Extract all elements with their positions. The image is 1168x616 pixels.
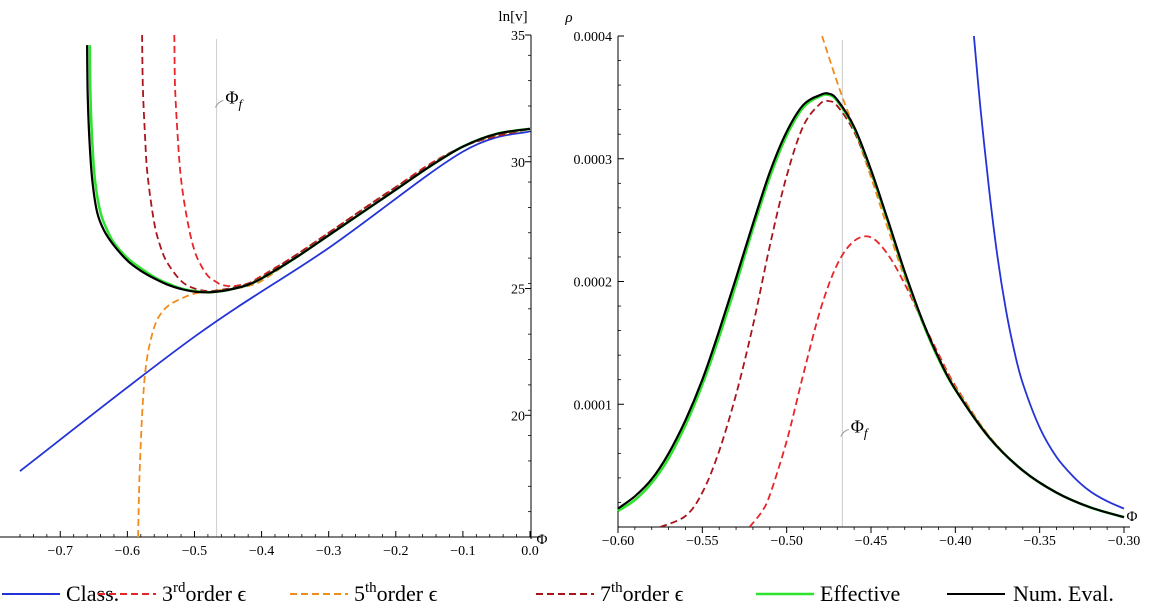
legend-item-7th-order: 7thorder ϵ xyxy=(536,580,684,606)
x-tick-label: −0.30 xyxy=(1108,534,1140,549)
y-tick-label: 0.0003 xyxy=(574,153,613,168)
annotation-leader xyxy=(840,428,849,437)
x-tick-label: 0.0 xyxy=(521,544,539,559)
series-line-class xyxy=(973,36,1125,510)
series-line-num-eval xyxy=(86,45,531,294)
x-tick-label: −0.3 xyxy=(316,544,341,559)
x-tick-label: −0.50 xyxy=(770,534,802,549)
legend-label: 3rdorder ϵ xyxy=(162,580,246,606)
x-tick-label: −0.7 xyxy=(48,544,73,559)
y-axis-label: ln[v] xyxy=(498,9,527,25)
legend-item-5th-order: 5thorder ϵ xyxy=(290,580,438,606)
series-line-num-eval xyxy=(617,92,1125,519)
x-tick-label: −0.55 xyxy=(686,534,718,549)
x-tick-label: −0.4 xyxy=(249,544,274,559)
series-line-7th-order xyxy=(659,99,1125,527)
phi-f-annotation: Φf xyxy=(225,87,244,111)
series-line-class xyxy=(19,130,531,472)
x-tick-label: −0.1 xyxy=(450,544,475,559)
y-tick-label: 0.0004 xyxy=(574,30,613,45)
series-line-3rd-order xyxy=(173,35,531,288)
y-tick-label: 0.0002 xyxy=(574,276,613,291)
y-tick-label: 35 xyxy=(511,29,525,44)
legend-label: Effective xyxy=(820,581,900,606)
x-tick-label: −0.60 xyxy=(602,534,634,549)
legend-label: Num. Eval. xyxy=(1013,581,1114,606)
series-line-7th-order xyxy=(141,35,531,293)
legend-label: 7thorder ϵ xyxy=(600,580,684,606)
series-line-5th-order xyxy=(137,127,531,537)
x-tick-label: −0.2 xyxy=(383,544,408,559)
series-line-5th-order xyxy=(821,36,1125,519)
y-tick-label: 30 xyxy=(511,156,525,171)
legend-label: 5thorder ϵ xyxy=(354,580,438,606)
y-tick-label: 25 xyxy=(511,283,525,298)
legend-item-num-eval: Num. Eval. xyxy=(947,581,1114,606)
left-chart-panel: −0.7 −0.6 −0.5 −0.4 −0.3 −0.2 −0.1 0.0 20 25 30 35 l… xyxy=(0,9,548,559)
legend-item-3rd-order: 3rdorder ϵ xyxy=(98,580,246,606)
x-tick-label: −0.35 xyxy=(1023,534,1055,549)
series-line-3rd-order xyxy=(748,235,1125,527)
phi-f-annotation: Φf xyxy=(851,416,870,440)
x-tick-label: −0.40 xyxy=(939,534,971,549)
y-tick-label: 0.0001 xyxy=(574,398,613,413)
x-axis-label: Φ xyxy=(537,532,548,548)
x-axis-label: Φ xyxy=(1127,509,1138,525)
x-tick-label: −0.6 xyxy=(115,544,140,559)
x-tick-label: −0.5 xyxy=(182,544,207,559)
y-tick-label: 20 xyxy=(511,409,525,424)
legend-item-effective: Effective xyxy=(756,581,900,606)
x-tick-label: −0.45 xyxy=(855,534,887,549)
y-axis-label: ρ xyxy=(564,10,572,26)
legend: Class. 3rdorder ϵ 5thorder ϵ 7thorder ϵ Effe… xyxy=(2,580,1114,606)
series-line-effective xyxy=(617,93,1125,519)
series-line-effective xyxy=(88,45,531,294)
annotation-leader xyxy=(214,99,224,108)
right-chart-panel: −0.60 −0.55 −0.50 −0.45 −0.40 −0.35 −0.30 0.000… xyxy=(564,10,1140,549)
